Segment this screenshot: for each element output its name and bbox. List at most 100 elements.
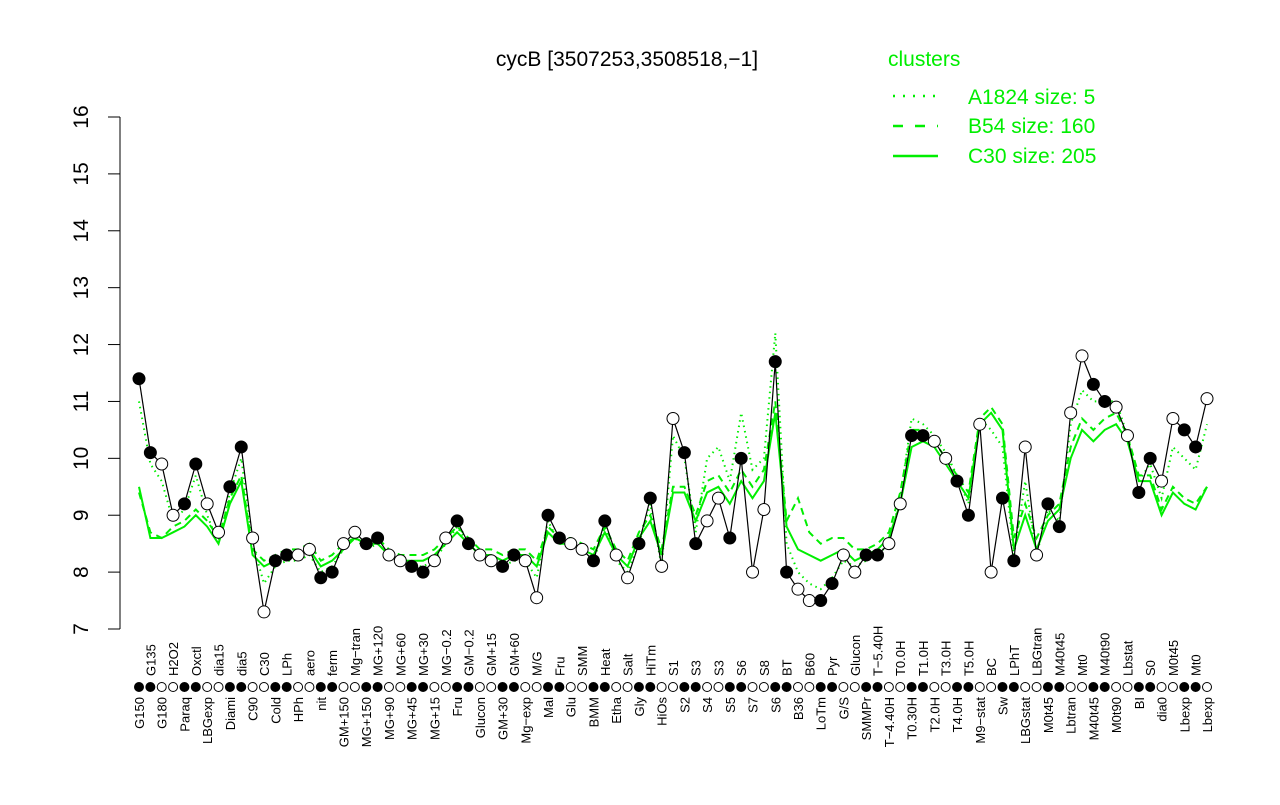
rug-point — [190, 682, 201, 692]
rug-point — [747, 682, 758, 692]
x-tick-label: MG+60 — [393, 633, 408, 676]
rug-point — [383, 682, 394, 692]
data-point — [802, 594, 816, 608]
x-tick-label: LPh — [280, 653, 295, 676]
rug-point — [1122, 682, 1133, 692]
data-point — [575, 542, 589, 556]
data-point — [1120, 429, 1134, 443]
rug-point — [429, 682, 440, 692]
x-tick-label: S8 — [757, 660, 772, 676]
data-points — [132, 349, 1214, 619]
rug-point — [315, 682, 326, 692]
rug-point — [258, 682, 269, 692]
legend-label-b54: B54 size: 160 — [968, 115, 1095, 138]
rug-point — [1077, 682, 1088, 692]
data-point — [586, 554, 600, 568]
x-tick-label: Mt0 — [1075, 654, 1090, 676]
expression-line — [138, 353, 1208, 613]
y-tick-label: 9 — [70, 509, 93, 521]
data-point — [859, 548, 873, 562]
x-tick-label: MG−0.2 — [439, 629, 454, 676]
chart-title: cycB [3507253,3508518,−1] — [496, 48, 758, 71]
y-tick-label: 7 — [70, 623, 93, 635]
x-tick-label: Sw — [995, 696, 1010, 715]
rug-point — [474, 682, 485, 692]
x-tick-label: Glucon — [473, 697, 488, 738]
rug-point — [1088, 682, 1099, 692]
data-point — [689, 537, 703, 551]
series-line-a1824 — [138, 333, 1208, 591]
y-tick-label: 13 — [70, 276, 93, 299]
data-point — [302, 542, 316, 556]
cluster-lines — [138, 333, 1208, 613]
data-point — [371, 531, 385, 545]
data-point — [1189, 440, 1203, 454]
x-tick-label: T2.0H — [927, 697, 942, 732]
rug-point — [668, 682, 678, 692]
data-point — [1109, 400, 1123, 414]
x-tick-label: T−5.40H — [871, 626, 886, 676]
y-tick-label: 10 — [70, 447, 93, 470]
data-point — [518, 554, 532, 568]
data-point — [995, 491, 1009, 505]
data-point — [246, 531, 260, 545]
rug-point — [440, 682, 451, 692]
data-point — [257, 605, 271, 619]
x-tick-label: M40t90 — [1098, 633, 1113, 676]
x-tick-label: Fru — [552, 657, 567, 677]
x-tick-label: MG+15 — [427, 697, 442, 740]
rug-point — [1156, 682, 1167, 692]
data-point — [700, 514, 714, 528]
data-point — [1200, 392, 1214, 406]
data-point — [609, 548, 623, 562]
data-point — [893, 497, 907, 511]
rug-point — [349, 682, 360, 692]
data-point — [393, 554, 407, 568]
rug-point — [418, 682, 429, 692]
data-point — [268, 554, 282, 568]
rug-point — [804, 682, 815, 692]
data-point — [1143, 451, 1157, 465]
x-tick-label: HPh — [291, 697, 306, 722]
data-point — [1064, 406, 1078, 420]
data-point — [291, 548, 305, 562]
rug-point — [792, 682, 803, 692]
rug-point — [236, 682, 247, 692]
x-tick-label: MG+45 — [405, 697, 420, 740]
rug-point — [827, 682, 838, 692]
rug-point — [690, 682, 701, 692]
rug-point — [304, 682, 315, 692]
x-tick-label: Fru — [450, 697, 465, 717]
x-tick-label: Oxctl — [189, 646, 204, 676]
rug-point — [702, 682, 713, 692]
rug-point — [577, 682, 588, 692]
rug-point — [179, 682, 190, 692]
x-tick-label: S5 — [723, 697, 738, 713]
x-tick-label: T3.0H — [939, 641, 954, 676]
x-tick-label: Heat — [598, 648, 613, 676]
rug-point — [224, 682, 235, 692]
x-tick-label: Cold — [268, 697, 283, 724]
x-tick-label: HiTm — [643, 645, 658, 676]
data-point — [1166, 412, 1180, 426]
data-point — [1007, 554, 1021, 568]
y-tick-label: 11 — [70, 391, 93, 413]
rug-point — [952, 682, 963, 692]
x-tick-label: S0 — [1143, 660, 1158, 676]
x-tick-label: LBGstat — [1018, 697, 1033, 744]
x-tick-label: M/G — [530, 651, 545, 676]
x-tick-label: LPhT — [1007, 645, 1022, 676]
data-point — [643, 491, 657, 505]
rug-point — [1167, 682, 1178, 692]
rug-point — [883, 682, 894, 692]
rug-point — [781, 682, 792, 692]
rug-point — [156, 682, 167, 692]
rug-point — [281, 682, 292, 692]
data-point — [280, 548, 294, 562]
rug-point — [247, 682, 258, 692]
rug-point — [508, 682, 519, 692]
rug-point — [656, 682, 667, 692]
data-point — [1052, 520, 1066, 534]
data-point — [757, 503, 771, 517]
x-tick-label: M9−stat — [973, 697, 988, 744]
